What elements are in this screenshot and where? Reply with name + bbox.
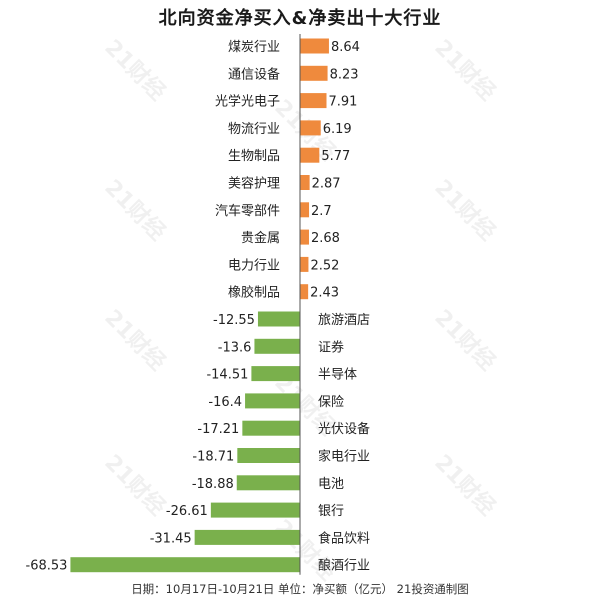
- watermark-text: 21财经: [429, 304, 500, 375]
- category-label: 电力行业: [228, 258, 280, 273]
- bar: [236, 475, 300, 491]
- bar: [300, 65, 328, 81]
- category-label: 证券: [318, 339, 344, 355]
- data-label: 8.64: [331, 40, 360, 55]
- watermark-text: 21财经: [269, 514, 340, 585]
- category-label: 旅游酒店: [318, 313, 370, 328]
- category-label: 橡胶制品: [228, 285, 280, 301]
- category-label: 汽车零部件: [215, 203, 280, 219]
- category-label: 电池: [318, 477, 344, 492]
- bar: [257, 311, 300, 327]
- bar: [254, 338, 300, 354]
- category-label: 家电行业: [318, 449, 370, 465]
- bar: [242, 420, 300, 436]
- watermark-text: 21财经: [99, 174, 170, 245]
- data-label: -68.53: [26, 559, 68, 574]
- category-label: 光伏设备: [318, 421, 370, 437]
- bar: [300, 202, 310, 218]
- chart-title: 北向资金净买入&净卖出十大行业: [158, 8, 442, 29]
- data-label: -26.61: [166, 504, 208, 519]
- category-label: 美容护理: [228, 176, 280, 192]
- data-label: -13.6: [218, 340, 252, 355]
- chart-footer: 日期：10月17日-10月21日 单位：净买额（亿元） 21投资通制图: [131, 582, 469, 596]
- watermark-text: 21财经: [99, 449, 170, 520]
- category-label: 食品饮料: [318, 530, 370, 546]
- data-label: -14.51: [206, 368, 248, 383]
- data-label: 2.68: [311, 231, 340, 246]
- data-label: 2.7: [311, 204, 332, 219]
- bar: [300, 175, 310, 190]
- watermark-text: 21财经: [99, 34, 170, 105]
- data-label: 5.77: [321, 149, 350, 164]
- bar: [300, 284, 309, 300]
- data-label: -18.71: [192, 450, 234, 465]
- watermark-text: 21财经: [429, 34, 500, 105]
- bar: [237, 448, 300, 463]
- category-label: 酿酒行业: [318, 558, 370, 574]
- data-label: 6.19: [323, 122, 352, 137]
- bar: [194, 529, 300, 545]
- category-label: 银行: [318, 504, 344, 519]
- bar: [300, 120, 321, 136]
- bar: [300, 38, 329, 54]
- data-label: 8.23: [330, 67, 359, 82]
- bar: [70, 557, 300, 573]
- bar: [245, 393, 300, 409]
- category-label: 贵金属: [241, 230, 280, 246]
- data-label: 2.52: [310, 258, 339, 273]
- bar: [251, 366, 300, 382]
- data-label: -16.4: [208, 395, 242, 410]
- category-label: 通信设备: [228, 66, 280, 82]
- data-label: -31.45: [150, 531, 192, 546]
- bar: [300, 93, 327, 109]
- watermark-text: 21财经: [429, 174, 500, 245]
- bar: [300, 147, 320, 163]
- data-label: -12.55: [213, 313, 255, 328]
- bar: [300, 256, 309, 272]
- watermark-text: 21财经: [99, 304, 170, 375]
- category-label: 保险: [318, 395, 344, 410]
- data-label: 2.87: [312, 177, 341, 192]
- category-label: 煤炭行业: [228, 40, 280, 55]
- data-label: 2.43: [310, 286, 339, 301]
- category-label: 物流行业: [228, 122, 280, 137]
- watermark-text: 21财经: [429, 449, 500, 520]
- bar: [210, 502, 300, 518]
- data-label: -17.21: [197, 422, 239, 437]
- category-label: 生物制品: [228, 149, 280, 164]
- category-label: 光学光电子: [215, 94, 280, 110]
- data-label: -18.88: [192, 477, 234, 492]
- category-label: 半导体: [318, 368, 357, 383]
- data-label: 7.91: [328, 95, 357, 110]
- bar: [300, 229, 309, 245]
